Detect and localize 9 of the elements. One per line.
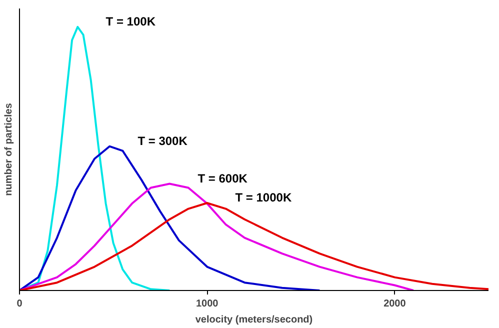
x-axis-title: velocity (meters/second) (195, 314, 313, 326)
x-tick-label: 1000 (196, 298, 219, 310)
y-axis-title: number of particles (4, 102, 14, 196)
x-tick-label: 0 (16, 298, 23, 310)
series-label: T = 600K (198, 171, 248, 186)
series-label: T = 300K (138, 134, 188, 148)
series-label: T = 1000K (235, 190, 292, 205)
x-tick-label: 2000 (384, 298, 406, 310)
series-label: T = 100K (106, 14, 156, 29)
